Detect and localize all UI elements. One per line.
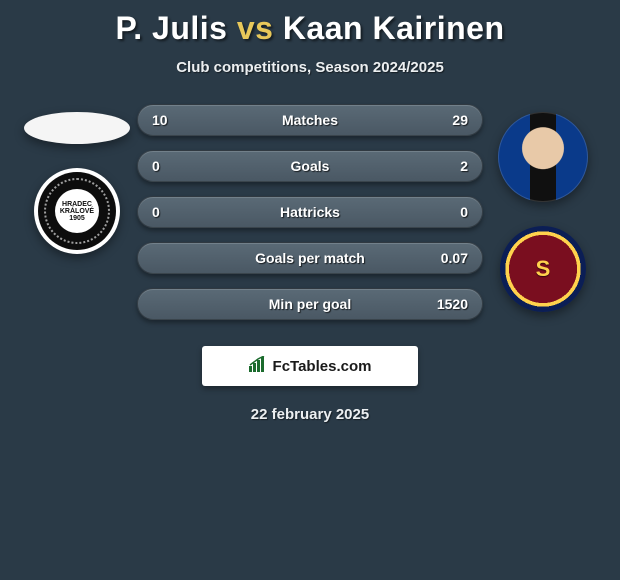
chart-icon: [249, 356, 267, 377]
stat-label: Min per goal: [269, 296, 351, 312]
site-logo-bar: FcTables.com: [202, 346, 418, 386]
stat-label: Matches: [282, 112, 338, 128]
site-logo-text: FcTables.com: [273, 358, 372, 375]
stat-bar-matches: 10 Matches 29: [137, 104, 483, 136]
subtitle: Club competitions, Season 2024/2025: [176, 59, 444, 76]
player1-column: HRADEC KRÁLOVÉ 1905: [17, 104, 137, 254]
stat-bar-min-per-goal: Min per goal 1520: [137, 288, 483, 320]
player2-club-letter: S: [536, 256, 551, 282]
stats-list: 10 Matches 29 0 Goals 2 0 Hattricks 0 Go…: [137, 104, 483, 320]
stat-right-value: 2: [432, 158, 468, 174]
stat-right-value: 1520: [432, 296, 468, 312]
stat-right-value: 0: [432, 204, 468, 220]
stat-right-value: 29: [432, 112, 468, 128]
page-title: P. Julis vs Kaan Kairinen: [116, 10, 505, 47]
stat-left-value: 0: [152, 204, 188, 220]
stat-right-value: 0.07: [432, 250, 468, 266]
player1-club-badge: HRADEC KRÁLOVÉ 1905: [34, 168, 120, 254]
main-row: HRADEC KRÁLOVÉ 1905 10 Matches 29 0 Goal…: [0, 104, 620, 320]
player2-avatar: [498, 112, 588, 202]
title-player2: Kaan Kairinen: [283, 10, 505, 46]
stat-bar-goals-per-match: Goals per match 0.07: [137, 242, 483, 274]
stat-label: Hattricks: [280, 204, 340, 220]
stat-bar-goals: 0 Goals 2: [137, 150, 483, 182]
title-player1: P. Julis: [116, 10, 228, 46]
date-text: 22 february 2025: [251, 406, 369, 423]
stat-label: Goals: [291, 158, 330, 174]
title-vs: vs: [237, 10, 274, 46]
player2-club-badge: S: [500, 226, 586, 312]
comparison-card: P. Julis vs Kaan Kairinen Club competiti…: [0, 0, 620, 423]
stat-left-value: 10: [152, 112, 188, 128]
stat-label: Goals per match: [255, 250, 365, 266]
player1-avatar: [24, 112, 130, 144]
player2-column: S: [483, 104, 603, 312]
stat-left-value: 0: [152, 158, 188, 174]
stat-bar-hattricks: 0 Hattricks 0: [137, 196, 483, 228]
